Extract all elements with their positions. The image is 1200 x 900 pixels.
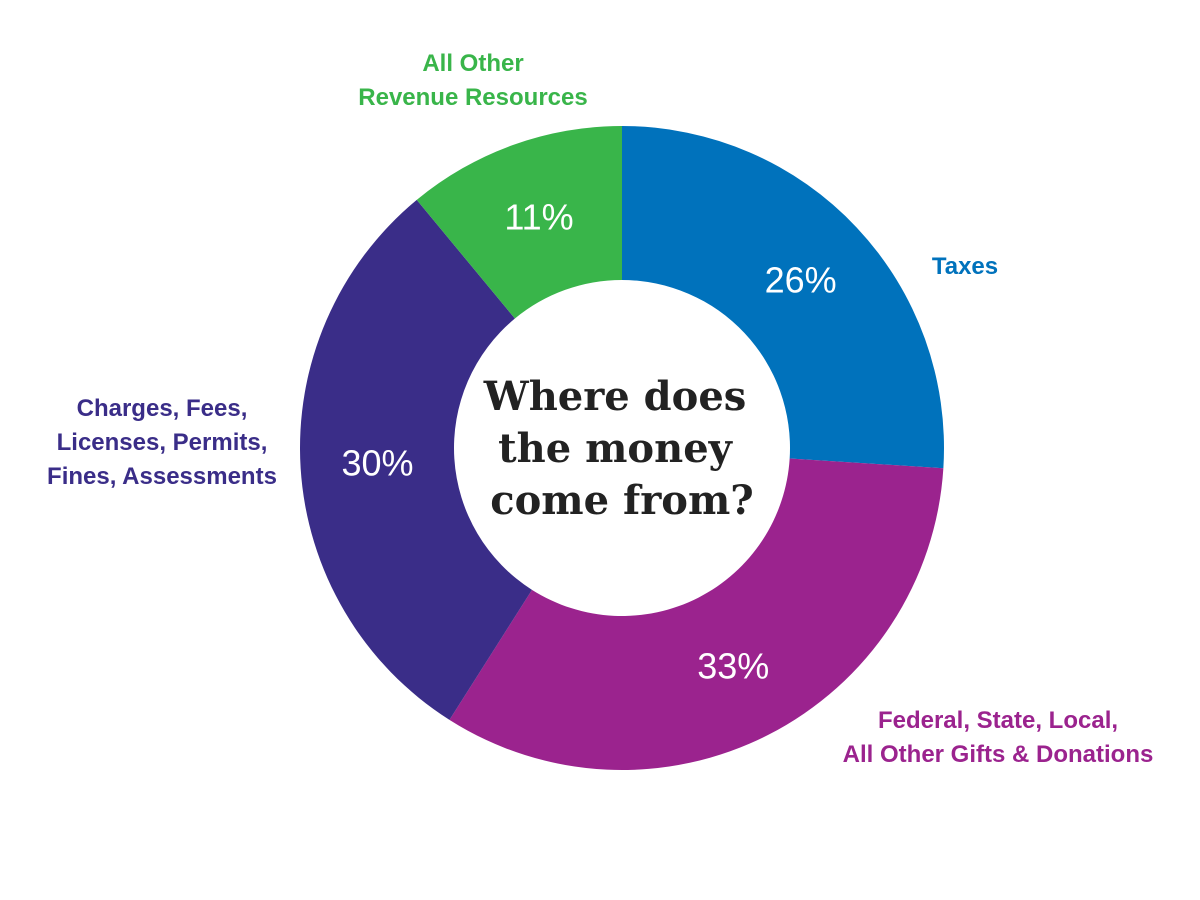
center-title-line-1: Where does [483,373,747,420]
category-label-line: Federal, State, Local, [878,707,1118,734]
slice-federal-state-local [449,458,944,771]
center-title-line-3: come from? [490,477,753,524]
category-label-line: Fines, Assessments [47,463,277,490]
percent-label-all-other: 11% [504,196,573,237]
category-label-line: Licenses, Permits, [57,429,268,456]
percent-label-charges-fees: 30% [341,442,413,483]
category-label-federal-state-local: Federal, State, Local, All Other Gifts & … [843,707,1154,768]
category-label-line: Taxes [932,253,998,280]
category-label-line: All Other Gifts & Donations [843,741,1154,768]
center-title: Where does the money come from? [483,373,760,524]
percent-labels-group: 26% 33% 30% 11% [341,196,836,686]
category-label-charges-fees: Charges, Fees, Licenses, Permits, Fines, A… [47,395,277,490]
slice-all-other [416,126,622,319]
slice-taxes [622,126,944,469]
slices-group [300,126,944,771]
center-title-line-2: the money [498,425,733,472]
category-labels-group: Taxes Federal, State, Local, All Other Gif… [47,50,1153,768]
category-label-all-other: All Other Revenue Resources [358,50,587,111]
category-label-line: Revenue Resources [358,84,587,111]
percent-label-federal-state-local: 33% [697,645,769,686]
category-label-taxes: Taxes [932,253,998,280]
percent-label-taxes: 26% [765,259,837,300]
category-label-line: All Other [422,50,523,77]
slice-charges-fees [300,199,532,720]
category-label-line: Charges, Fees, [77,395,248,422]
